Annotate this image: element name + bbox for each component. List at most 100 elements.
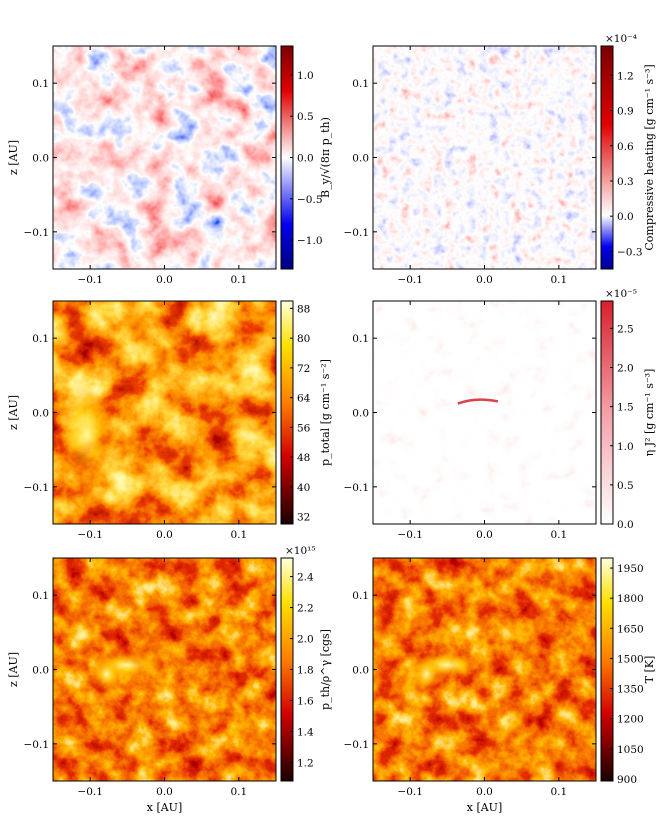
y-tick-label: −0.1 [24, 482, 50, 494]
hot-structure [410, 656, 443, 692]
colorbar-label: Compressive heating [g cm⁻¹ s⁻³] [643, 64, 656, 250]
y-tick-label: −0.1 [24, 739, 50, 751]
x-tick-label: 0.0 [476, 274, 493, 286]
colorbar-label: p_total [g cm⁻¹ s⁻²] [319, 359, 332, 466]
panel-top-right: −0.1 0.0 0.1 0.1 0.0 −0.1 1.2 0.9 0.6 0.3 0.0 −0.3 ×… [344, 33, 657, 286]
y-tick-label: 0.0 [32, 665, 49, 677]
colorbar-tick-label: 0.0 [617, 519, 634, 531]
y-tick-label: 0.0 [32, 153, 49, 165]
y-tick-label: 0.1 [352, 333, 369, 345]
y-tick-label: 0.0 [352, 408, 369, 420]
x-tick-label: 0.1 [550, 274, 567, 286]
colorbar-tick-label: 1.0 [297, 70, 314, 82]
hot-structure [59, 385, 114, 484]
x-tick-label: −0.1 [397, 274, 423, 286]
y-tick-label: 0.1 [32, 333, 49, 345]
y-tick-label: 0.0 [32, 408, 49, 420]
colorbar-label: B_y/√(8π p_th) [319, 117, 332, 198]
colorbar-tick-label: 1.2 [297, 757, 314, 769]
colorbar-tick-label: 0.6 [617, 141, 634, 153]
y-tick-label: −0.1 [344, 739, 370, 751]
heatmap-image [373, 46, 596, 269]
y-axis-label: z [AU] [7, 140, 20, 175]
x-tick-label: −0.1 [77, 529, 103, 541]
colorbar-tick-label: 0.3 [617, 176, 634, 188]
y-tick-label: −0.1 [344, 227, 370, 239]
colorbar-multiplier: ×10⁻⁵ [605, 288, 637, 300]
panel-bottom-left: −0.1 0.0 0.1 0.1 0.0 −0.1 z [AU] x [AU] 2.4 2.2 2.… [7, 545, 332, 814]
colorbar-tick-label: 0.9 [617, 106, 634, 118]
colorbar-multiplier: ×10⁻⁴ [605, 33, 637, 45]
colorbar-tick-label: 2.0 [617, 363, 634, 375]
colorbar-tick-label: 1800 [617, 593, 644, 605]
x-tick-label: 0.1 [230, 529, 247, 541]
colorbar-tick-label: 64 [297, 393, 311, 405]
y-tick-label: 0.1 [32, 590, 49, 602]
colorbar-tick-label: 2.4 [297, 572, 314, 584]
heatmap-image [373, 301, 596, 524]
y-tick-label: 0.0 [352, 153, 369, 165]
colorbar [280, 300, 294, 525]
colorbar-tick-label: 72 [297, 363, 310, 375]
colorbar-tick-label: 1.5 [617, 402, 634, 414]
panel-top-left: −0.1 0.0 0.1 0.1 0.0 −0.1 z [AU] 1.0 0.5 0.0 −0.5 −… [7, 45, 332, 286]
y-tick-label: 0.1 [352, 590, 369, 602]
y-tick-label: 0.1 [352, 78, 369, 90]
hot-structure [90, 656, 123, 692]
y-tick-label: 0.0 [352, 665, 369, 677]
colorbar-label: η J² [g cm⁻¹ s⁻³] [643, 369, 656, 457]
panel-middle-left: −0.1 0.0 0.1 0.1 0.0 −0.1 z [AU] 88 80 72 64 56 48 40… [7, 300, 332, 541]
colorbar-tick-label: 1.4 [297, 726, 314, 738]
colorbar-label: p_th/ρ^γ [cgs] [319, 629, 332, 710]
x-tick-label: −0.1 [77, 274, 103, 286]
colorbar-tick-label: 2.2 [297, 603, 314, 615]
panel-middle-right: −0.1 0.0 0.1 0.1 0.0 −0.1 2.5 2.0 1.5 1.0 0.5 0.0 ×1… [344, 288, 657, 541]
colorbar-tick-label: −1.0 [297, 235, 323, 247]
y-axis-label: z [AU] [7, 652, 20, 687]
colorbar-tick-label: 32 [297, 512, 310, 524]
colorbar-tick-label: 1.0 [617, 441, 634, 453]
colorbar-tick-label: 1350 [617, 684, 644, 696]
heatmap-image [373, 558, 596, 781]
colorbar [600, 45, 614, 270]
colorbar-tick-label: 88 [297, 303, 310, 315]
x-tick-label: 0.1 [550, 529, 567, 541]
colorbar-tick-label: 2.0 [297, 634, 314, 646]
colorbar-tick-label: 1.2 [617, 70, 634, 82]
colorbar-tick-label: 0.5 [617, 480, 634, 492]
colorbar-tick-label: 40 [297, 482, 310, 494]
y-axis-label: z [AU] [7, 395, 20, 430]
colorbar-tick-label: −0.5 [297, 194, 323, 206]
x-tick-label: 0.0 [156, 274, 173, 286]
colorbar-tick-label: 1650 [617, 623, 644, 635]
colorbar-tick-label: 1050 [617, 744, 644, 756]
y-tick-label: −0.1 [24, 227, 50, 239]
colorbar-tick-label: 1500 [617, 653, 644, 665]
colorbar [600, 300, 614, 525]
colorbar-tick-label: 1200 [617, 714, 644, 726]
colorbar-tick-label: 0.0 [297, 153, 314, 165]
colorbar-tick-label: 1.8 [297, 665, 314, 677]
x-tick-label: 0.0 [476, 529, 493, 541]
x-tick-label: 0.1 [230, 274, 247, 286]
x-axis-label: x [AU] [147, 801, 183, 814]
colorbar-tick-label: 1.6 [297, 695, 314, 707]
y-tick-label: −0.1 [344, 482, 370, 494]
x-tick-label: 0.0 [156, 786, 173, 798]
x-tick-label: 0.1 [230, 786, 247, 798]
colorbar-tick-label: 900 [617, 774, 637, 786]
colorbar-tick-label: 80 [297, 333, 310, 345]
panel-bottom-right: −0.1 0.0 0.1 0.1 0.0 −0.1 x [AU] 1950 1800 1650 15… [344, 557, 656, 814]
colorbar-tick-label: −0.3 [617, 246, 643, 258]
colorbar-label: T [K] [643, 656, 656, 684]
current-sheet [457, 398, 499, 405]
x-tick-label: −0.1 [397, 786, 423, 798]
heatmap-image [53, 558, 276, 781]
colorbar-tick-label: 48 [297, 452, 310, 464]
colorbar [600, 557, 614, 782]
colorbar-tick-label: 56 [297, 422, 311, 434]
heatmap-image [53, 46, 276, 269]
colorbar-tick-label: 1950 [617, 563, 644, 575]
colorbar-tick-label: 0.5 [297, 111, 314, 123]
